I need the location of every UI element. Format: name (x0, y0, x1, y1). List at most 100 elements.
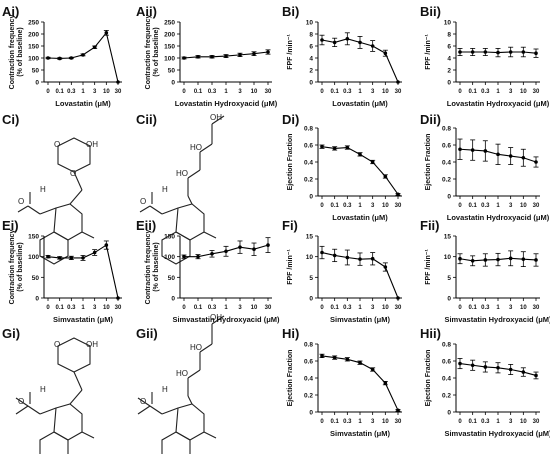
data-point (116, 80, 120, 84)
x-tick-label: 3 (238, 305, 242, 311)
atom-label: HO (190, 143, 202, 152)
data-point (483, 258, 488, 262)
x-tick-label: 3 (371, 89, 375, 95)
data-point (521, 50, 526, 54)
x-tick-label: 10 (520, 89, 527, 95)
x-tick-label: 0.1 (330, 305, 339, 311)
x-tick-label: 0.3 (343, 203, 352, 209)
x-tick-label: 30 (533, 203, 540, 209)
data-point (332, 355, 337, 360)
x-tick-label: 0.3 (343, 419, 352, 425)
x-tick-label: 1 (496, 305, 500, 311)
x-tick-label: 10 (251, 305, 258, 311)
series-line (47, 244, 119, 299)
x-tick-label: 30 (265, 89, 272, 95)
y-tick-label: 200 (164, 32, 175, 39)
x-axis-title: Lovastatin Hydroxyacid (μM) (447, 99, 550, 108)
atom-label: O (140, 197, 146, 206)
x-tick-label: 10 (520, 203, 527, 209)
chart-ai: 0 50 100 150 200 250 0 0.1 0.3 1 3 10 30 Lovastatin (… (9, 15, 122, 108)
data-point (92, 45, 97, 49)
atom-label: H (162, 185, 168, 194)
data-point (358, 257, 362, 261)
atom-label: O (70, 169, 76, 178)
atom-label: O (54, 340, 60, 349)
atom-label: O (140, 397, 146, 406)
data-point (57, 56, 62, 61)
x-tick-label: 0.3 (481, 305, 490, 311)
y-tick-label: 0.2 (442, 393, 451, 400)
simvastatin-structure (15, 337, 95, 454)
data-point (46, 56, 50, 60)
simvastatin-hydroxyacid-structure (137, 315, 225, 454)
y-tick-label: 0 (35, 296, 39, 303)
data-point (81, 256, 85, 260)
x-tick-label: 3 (371, 419, 375, 425)
x-tick-label: 0.1 (330, 419, 339, 425)
data-point (370, 160, 375, 164)
y-tick-label: 200 (28, 32, 39, 39)
y-tick-label: 0 (309, 80, 313, 87)
panel-label-bi: Bi) (282, 4, 300, 19)
x-tick-label: 30 (395, 89, 402, 95)
x-tick-label: 0.3 (67, 89, 76, 95)
chart-dii: 0 0.2 0.4 0.6 0.8 0 0.1 0.3 1 3 10 30 Lovastatin Hyd… (425, 126, 550, 223)
x-axis-title: Lovastatin (μM) (332, 99, 388, 108)
data-point (458, 50, 462, 54)
x-tick-label: 30 (533, 419, 540, 425)
data-point (332, 253, 337, 258)
y-tick-label: 0.4 (304, 160, 313, 167)
y-tick-label: 150 (164, 234, 175, 241)
y-tick-label: 8 (447, 32, 451, 39)
x-tick-label: 30 (395, 419, 402, 425)
data-point (483, 50, 488, 54)
y-axis-title: Contraction frequency(% of baseline) (9, 15, 24, 90)
y-tick-label: 0 (447, 296, 451, 303)
data-point (534, 51, 538, 55)
y-tick-label: 50 (32, 275, 40, 282)
x-tick-label: 3 (509, 305, 513, 311)
chart-eii: 0 50 100 150 0 0.1 0.3 1 3 10 30 Simvastatin Hydrox… (145, 230, 280, 324)
data-point (383, 381, 388, 385)
x-tick-label: 0.3 (208, 305, 217, 311)
y-tick-label: 0.4 (442, 160, 451, 167)
atom-label: OH (210, 313, 222, 322)
chart-hii: 0 0.2 0.4 0.6 0.8 0 0.1 0.3 1 3 10 30 Simvastatin Hy… (425, 342, 550, 439)
data-point (320, 38, 324, 42)
data-point (458, 256, 462, 261)
data-point (345, 145, 350, 150)
y-axis-title: Ejection Fraction (425, 350, 432, 407)
data-point (210, 55, 214, 59)
y-tick-label: 0.6 (304, 359, 313, 366)
y-tick-label: 0.8 (442, 126, 451, 133)
data-point (252, 247, 256, 252)
x-tick-label: 3 (509, 203, 513, 209)
y-tick-label: 4 (447, 56, 451, 63)
atom-label: OH (86, 140, 98, 149)
data-point (116, 296, 120, 300)
y-tick-label: 150 (28, 44, 39, 51)
data-point (534, 258, 538, 262)
y-tick-label: 0.8 (304, 342, 313, 349)
y-tick-label: 0.6 (304, 143, 313, 150)
panel-label-ei: Ei) (2, 218, 19, 233)
data-point (182, 254, 186, 259)
y-tick-label: 0 (309, 194, 313, 201)
panel-label-dii: Dii) (420, 112, 441, 127)
y-tick-label: 2 (309, 68, 313, 75)
y-tick-label: 15 (444, 234, 452, 241)
x-tick-label: 0.3 (67, 305, 76, 311)
y-axis-title: FPF /min⁻¹ (287, 249, 294, 285)
x-tick-label: 1 (81, 89, 85, 95)
panel-label-fii: Fii) (420, 218, 440, 233)
data-point (396, 408, 400, 413)
y-axis-title: FPF /min⁻¹ (425, 34, 432, 70)
data-point (358, 360, 362, 365)
data-point (383, 174, 388, 179)
y-tick-label: 150 (164, 44, 175, 51)
y-tick-label: 5 (447, 275, 451, 282)
data-point (196, 55, 200, 59)
chart-bi: 0 2 4 6 8 10 0 0.1 0.3 1 3 10 30 Lovastatin (μM) FPF /… (287, 20, 402, 108)
atom-label: HO (176, 369, 188, 378)
